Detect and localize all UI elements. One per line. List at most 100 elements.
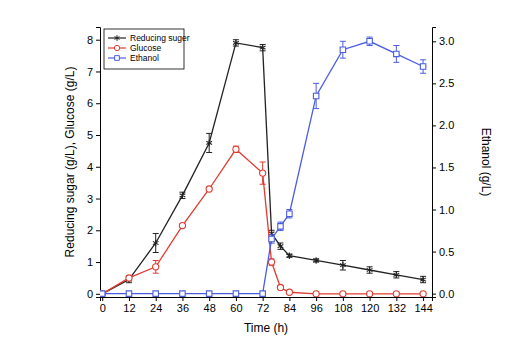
tick-label: 96 bbox=[311, 302, 323, 314]
tick-label: 1.5 bbox=[439, 161, 454, 173]
tick: 3.0 bbox=[432, 35, 454, 47]
marker bbox=[287, 252, 293, 259]
tick-label: 0 bbox=[87, 288, 93, 300]
tick-label: 5 bbox=[87, 129, 93, 141]
tick-mark bbox=[96, 40, 100, 41]
tick-label: 120 bbox=[361, 302, 379, 314]
tick-mark bbox=[432, 41, 436, 42]
error-bar-cap bbox=[269, 243, 275, 244]
legend-label: Glucose bbox=[130, 43, 161, 53]
marker bbox=[393, 271, 399, 278]
legend-label: Ethanol bbox=[130, 53, 159, 63]
marker bbox=[268, 259, 274, 265]
error-bar-cap bbox=[206, 133, 212, 134]
tick: 3 bbox=[87, 193, 100, 205]
tick-label: 1.0 bbox=[439, 204, 454, 216]
error-bar bbox=[367, 267, 373, 273]
error-bar bbox=[420, 60, 426, 73]
marker bbox=[278, 243, 284, 250]
legend-marker bbox=[115, 56, 120, 61]
y2-axis: 0.00.51.01.52.02.53.0 bbox=[432, 28, 454, 300]
error-bar-cap bbox=[153, 260, 159, 261]
error-bar-cap bbox=[420, 73, 426, 74]
tick-label: 4 bbox=[87, 161, 93, 173]
tick-mark bbox=[96, 230, 100, 231]
tick: 1 bbox=[87, 256, 100, 268]
legend-label: Reducing suger bbox=[130, 33, 190, 43]
tick: 96 bbox=[311, 297, 323, 314]
error-bar-cap bbox=[367, 37, 373, 38]
marker bbox=[277, 284, 283, 290]
error-bar bbox=[420, 276, 426, 282]
tick-label: 3 bbox=[87, 193, 93, 205]
marker bbox=[278, 224, 283, 229]
error-bar bbox=[153, 233, 159, 252]
marker bbox=[313, 291, 319, 297]
tick-mark bbox=[432, 125, 436, 126]
legend-marker bbox=[114, 45, 119, 50]
marker bbox=[233, 40, 239, 47]
tick: 5 bbox=[87, 129, 100, 141]
tick: 1.0 bbox=[432, 204, 454, 216]
error-bar bbox=[153, 260, 159, 273]
tick-label: 1 bbox=[87, 256, 93, 268]
tick-mark bbox=[96, 71, 100, 72]
error-bar-cap bbox=[340, 270, 346, 271]
tick: 1.5 bbox=[432, 161, 454, 173]
tick-label: 0.5 bbox=[439, 246, 454, 258]
plot: 012243648607284961081201321440123456780.… bbox=[87, 28, 454, 314]
marker bbox=[153, 264, 159, 270]
error-bar-cap bbox=[340, 58, 346, 59]
tick-label: 12 bbox=[123, 302, 135, 314]
legend-item: Ethanol bbox=[108, 53, 159, 63]
error-bar bbox=[393, 46, 399, 63]
legend-item: Reducing suger bbox=[108, 33, 190, 43]
line bbox=[102, 149, 423, 294]
error-bar-cap bbox=[393, 45, 399, 46]
tick: 120 bbox=[361, 297, 379, 314]
tick-label: 108 bbox=[334, 302, 352, 314]
error-bar bbox=[233, 146, 239, 152]
tick-mark bbox=[370, 297, 371, 301]
tick: 84 bbox=[284, 297, 296, 314]
marker bbox=[260, 291, 265, 296]
tick-label: 132 bbox=[388, 302, 406, 314]
marker bbox=[393, 291, 399, 297]
tick-mark bbox=[102, 297, 103, 301]
x-axis: 01224364860728496108120132144 bbox=[100, 297, 433, 314]
series bbox=[100, 37, 426, 296]
tick: 0 bbox=[87, 288, 100, 300]
marker bbox=[206, 291, 211, 296]
y2-axis-line bbox=[433, 28, 437, 298]
marker bbox=[206, 186, 212, 192]
tick: 144 bbox=[414, 297, 432, 314]
error-bar bbox=[260, 44, 266, 50]
marker bbox=[340, 47, 345, 52]
marker bbox=[367, 39, 372, 44]
marker bbox=[153, 240, 159, 247]
error-bar-cap bbox=[277, 230, 283, 231]
tick-mark bbox=[316, 297, 317, 301]
tick: 12 bbox=[123, 297, 135, 314]
marker bbox=[313, 257, 319, 264]
error-bar-cap bbox=[153, 252, 159, 253]
legend-marker bbox=[115, 35, 120, 41]
error-bar bbox=[277, 222, 283, 230]
y2-axis-title: Ethanol (g/L) bbox=[479, 128, 493, 197]
tick-label: 24 bbox=[150, 302, 162, 314]
marker bbox=[420, 291, 426, 297]
marker bbox=[100, 291, 105, 296]
series bbox=[100, 146, 426, 297]
tick-mark bbox=[96, 262, 100, 263]
error-bar bbox=[260, 162, 266, 184]
error-bar-cap bbox=[277, 222, 283, 223]
error-bar-cap bbox=[420, 59, 426, 60]
tick-mark bbox=[96, 103, 100, 104]
error-bar bbox=[269, 259, 275, 265]
tick: 2.0 bbox=[432, 119, 454, 131]
tick-mark bbox=[432, 210, 436, 211]
error-bar-cap bbox=[269, 234, 275, 235]
x-axis-line bbox=[101, 298, 433, 302]
tick-mark bbox=[129, 297, 130, 301]
tick: 36 bbox=[177, 297, 189, 314]
